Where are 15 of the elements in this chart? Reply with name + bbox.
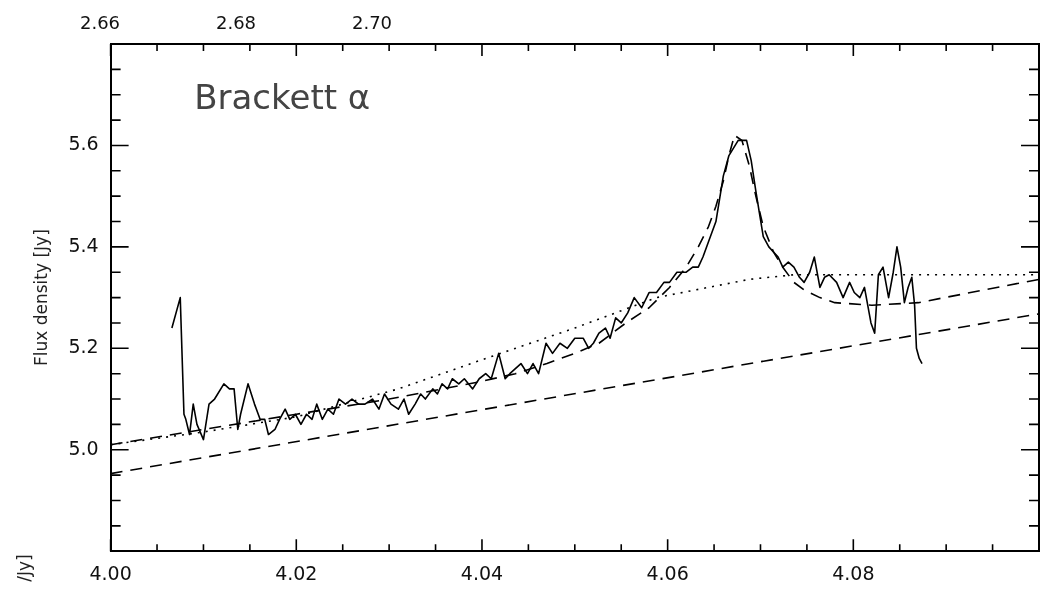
x-tick-label: 4.00: [89, 561, 132, 584]
y-axis-title: Flux density [Jy]: [30, 229, 51, 367]
annotation: Brackett α: [194, 76, 371, 117]
text: 2.66: [79, 11, 121, 33]
x-tick-label: 4.02: [275, 561, 318, 584]
x-tick-label: 4.08: [832, 561, 875, 584]
x-tick-label: 4.06: [646, 561, 689, 584]
text: /Jy]: [14, 554, 35, 582]
y-tick-label: 5.4: [68, 233, 99, 256]
y-tick-label: 5.6: [68, 132, 99, 155]
text: 2.68: [215, 11, 257, 33]
x-tick-label: 4.04: [460, 561, 504, 584]
text: 2.70: [351, 11, 393, 33]
y-tick-label: 5.2: [68, 335, 99, 358]
y-tick-label: 5.0: [68, 436, 99, 459]
